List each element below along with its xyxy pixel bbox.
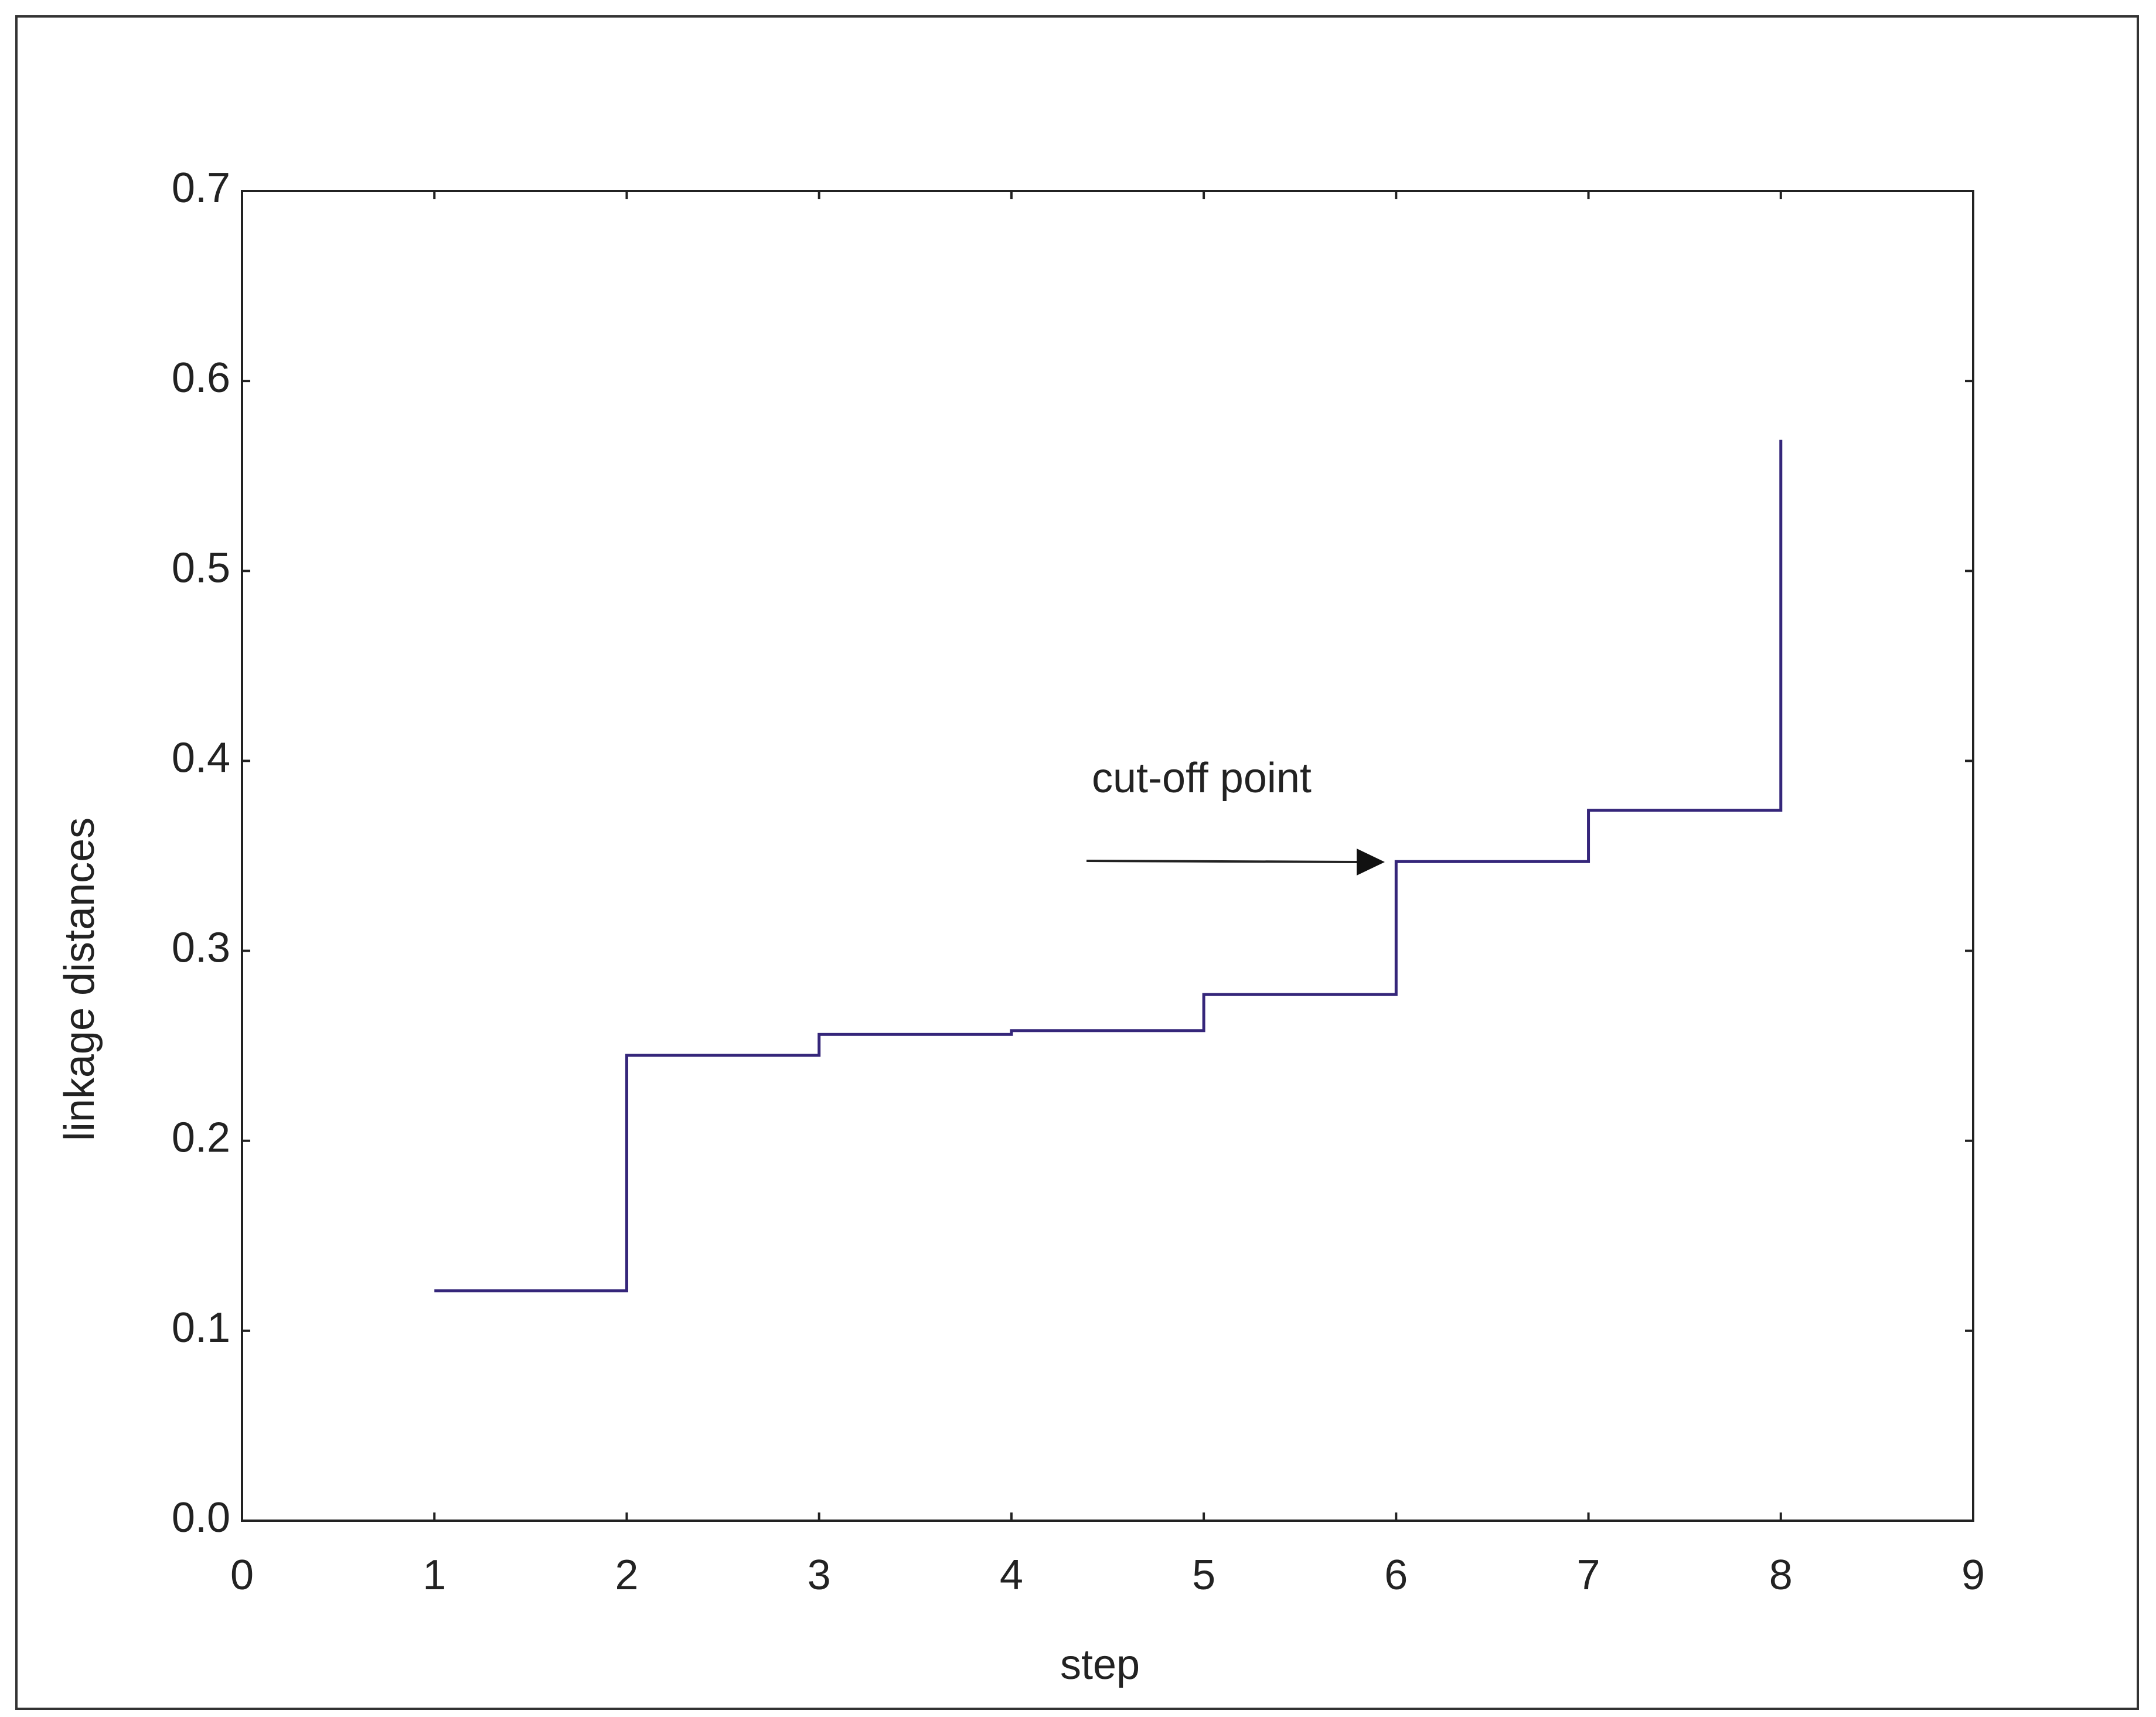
annotation-arrow [1086, 860, 1360, 863]
x-tick-label: 5 [1192, 1552, 1215, 1599]
x-tick-label: 0 [230, 1552, 254, 1599]
plot-frame [241, 190, 1974, 1522]
x-tick-label: 4 [1000, 1552, 1023, 1599]
y-tick-label: 0.0 [172, 1494, 230, 1541]
arrow-head [1357, 849, 1385, 875]
x-tick-label: 6 [1384, 1552, 1408, 1599]
x-axis-label: step [1060, 1641, 1140, 1688]
y-tick-label: 0.1 [172, 1304, 230, 1351]
x-tick-label: 1 [423, 1552, 446, 1599]
x-tick-label: 7 [1577, 1552, 1600, 1599]
x-tick-label: 3 [808, 1552, 831, 1599]
y-tick-label: 0.7 [172, 165, 230, 212]
step-line [434, 440, 1783, 1293]
y-tick-label: 0.3 [172, 925, 230, 972]
x-tick-label: 8 [1769, 1552, 1793, 1599]
x-tick-label: 2 [615, 1552, 638, 1599]
annotation: cut-off point [1092, 755, 1312, 802]
x-tick-label: 9 [1961, 1552, 1985, 1599]
y-tick-label: 0.2 [172, 1115, 230, 1161]
y-axis-label: linkage distances [56, 817, 103, 1141]
outer-frame [15, 15, 2139, 1710]
y-tick-label: 0.5 [172, 544, 230, 591]
y-tick-label: 0.4 [172, 734, 230, 781]
y-tick-label: 0.6 [172, 355, 230, 401]
